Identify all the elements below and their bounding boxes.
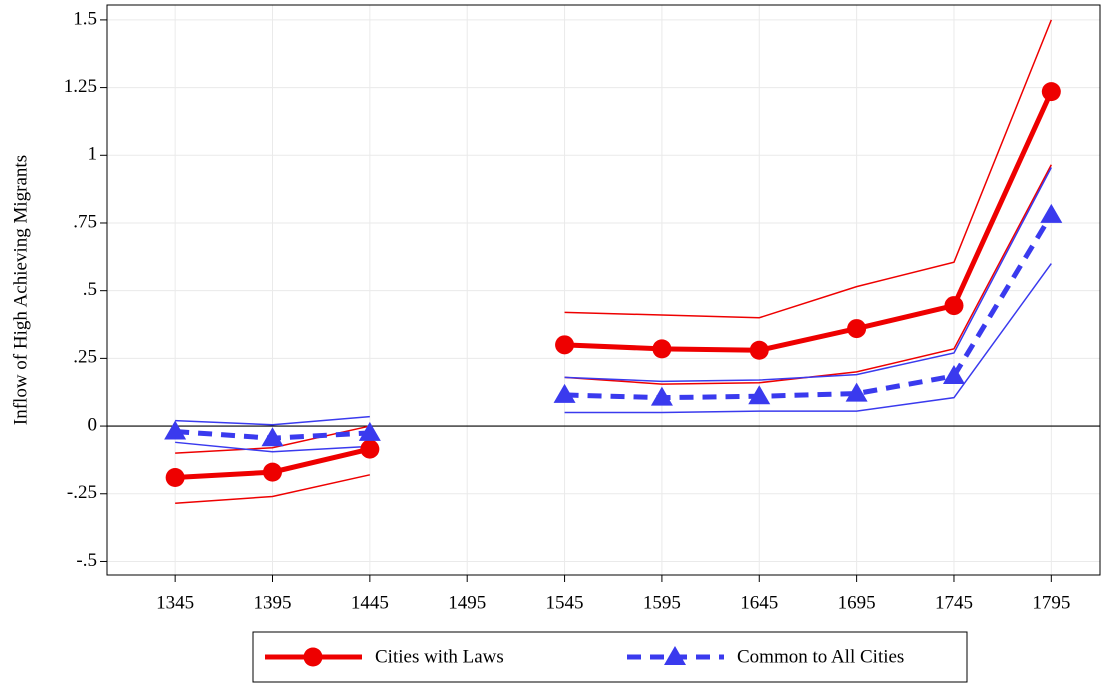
x-tick-label: 1445 (351, 592, 389, 613)
point (749, 340, 769, 360)
point (261, 427, 284, 447)
legend-label: Common to All Cities (737, 646, 904, 667)
point (360, 439, 380, 459)
y-tick-label: 1.25 (64, 76, 97, 97)
y-tick-label: .75 (73, 211, 97, 232)
point (652, 339, 672, 359)
y-tick-label: 1.5 (73, 8, 97, 29)
point (555, 335, 575, 355)
x-tick-label: 1595 (643, 592, 681, 613)
point (944, 296, 964, 316)
point (650, 386, 673, 406)
y-tick-label: .5 (83, 279, 97, 300)
point (165, 468, 185, 488)
series-line (175, 263, 1052, 453)
x-tick-label: 1395 (254, 592, 292, 613)
x-tick-label: 1545 (546, 592, 584, 613)
point (942, 364, 965, 384)
legend-marker (664, 646, 686, 665)
series-line (175, 167, 1052, 426)
y-tick-label: -.5 (76, 550, 97, 571)
y-tick-label: 0 (88, 414, 98, 435)
x-tick-label: 1345 (156, 592, 194, 613)
legend-label: Cities with Laws (375, 646, 504, 667)
series-line (175, 164, 1052, 504)
y-tick-label: -.25 (67, 482, 97, 503)
x-tick-label: 1795 (1032, 592, 1070, 613)
x-tick-label: 1495 (448, 592, 486, 613)
point (263, 462, 282, 482)
x-tick-label: 1745 (935, 592, 973, 613)
point (358, 421, 381, 441)
plot-frame (106, 4, 1101, 576)
y-tick-label: .25 (73, 347, 97, 368)
x-tick-label: 1695 (838, 592, 876, 613)
y-axis-label: Inflow of High Achieving Migrants (10, 155, 31, 425)
x-tick-label: 1645 (740, 592, 778, 613)
series-line (175, 90, 1054, 481)
point (1040, 203, 1063, 223)
series-line (174, 213, 1054, 441)
point (845, 382, 868, 402)
point (553, 383, 576, 403)
point (164, 420, 187, 440)
y-tick-label: 1 (88, 144, 98, 165)
legend-box (252, 631, 968, 683)
point (1041, 82, 1061, 102)
point (748, 385, 771, 405)
legend-marker (303, 647, 323, 667)
point (847, 319, 867, 339)
series-line (175, 19, 1053, 454)
